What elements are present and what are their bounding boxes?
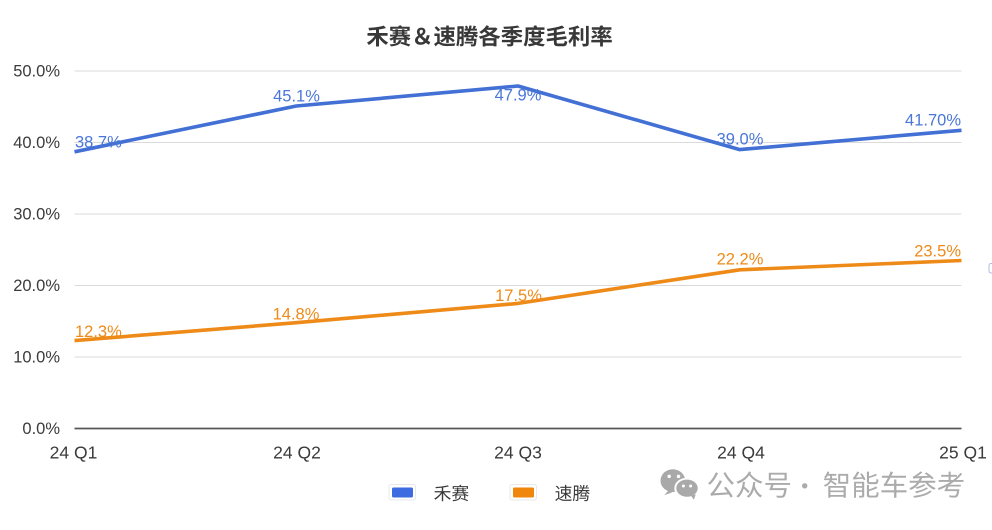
svg-text:45.1%: 45.1% [273, 88, 320, 106]
svg-text:20.0%: 20.0% [13, 277, 60, 295]
svg-text:41.70%: 41.70% [905, 112, 961, 130]
svg-text:0.0%: 0.0% [22, 420, 60, 438]
svg-text:50.0%: 50.0% [13, 63, 60, 81]
svg-text:24 Q3: 24 Q3 [494, 443, 542, 463]
svg-text:22.2%: 22.2% [717, 251, 764, 269]
svg-text:30.0%: 30.0% [13, 206, 60, 224]
svg-text:25 Q1: 25 Q1 [939, 443, 987, 463]
svg-text:17.5%: 17.5% [495, 287, 542, 305]
svg-text:12.3%: 12.3% [75, 323, 122, 341]
svg-text:14.8%: 14.8% [273, 306, 320, 324]
svg-text:24 Q2: 24 Q2 [273, 443, 321, 463]
svg-text:38.7%: 38.7% [75, 134, 122, 152]
svg-text:39.0%: 39.0% [717, 131, 764, 149]
svg-text:24 Q1: 24 Q1 [50, 443, 98, 463]
svg-text:23.5%: 23.5% [914, 243, 961, 261]
svg-text:40.0%: 40.0% [13, 134, 60, 152]
svg-text:24 Q4: 24 Q4 [717, 443, 765, 463]
svg-text:47.9%: 47.9% [495, 87, 542, 105]
svg-text:10.0%: 10.0% [13, 349, 60, 367]
